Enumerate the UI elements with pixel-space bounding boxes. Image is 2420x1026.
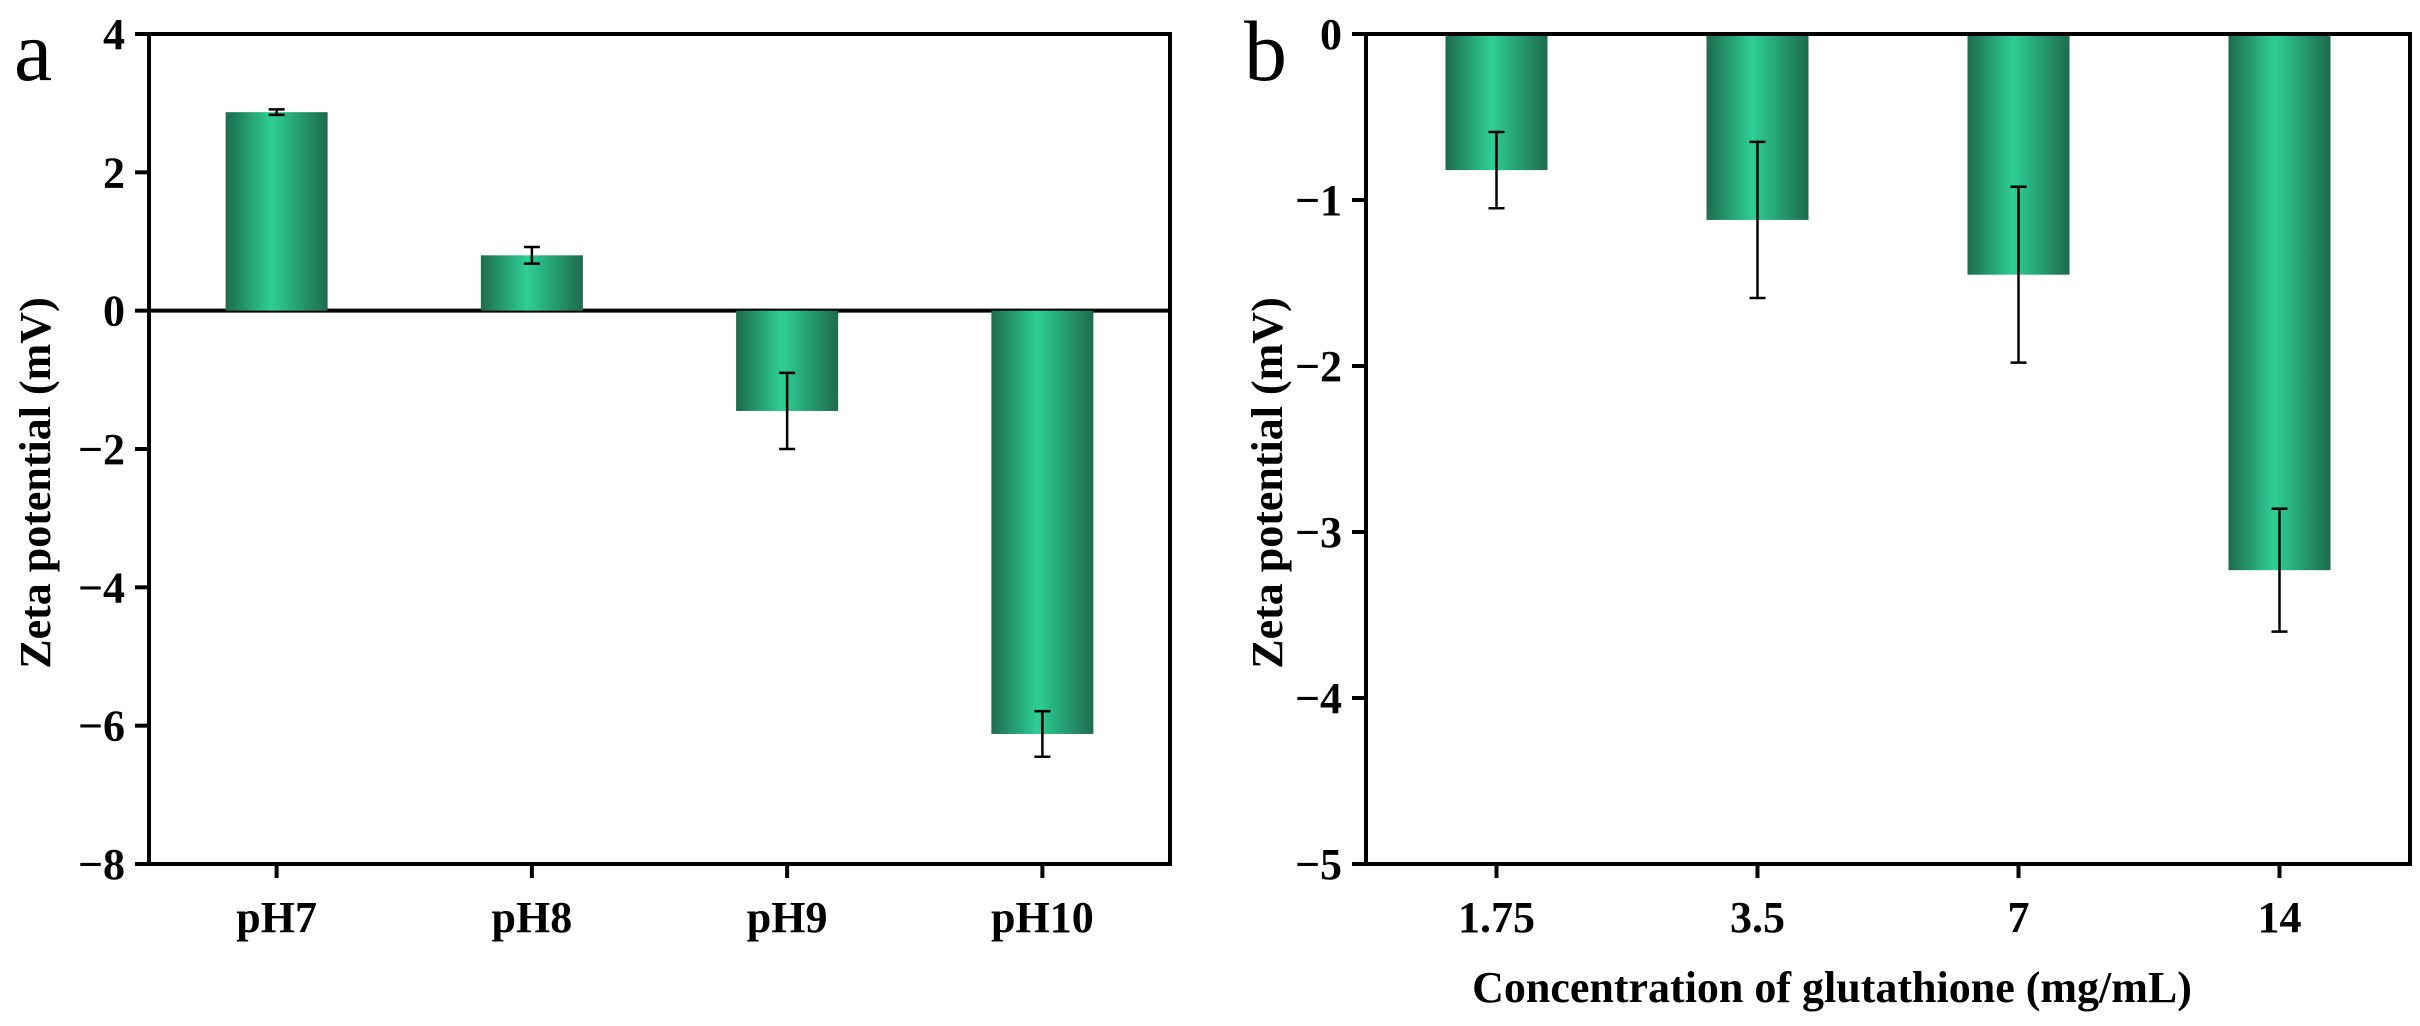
panel-a-y-tick-label: −2 — [78, 425, 125, 474]
panel-a-x-tick-label: pH9 — [747, 893, 828, 942]
panel-b-y-tick-label: 0 — [1320, 10, 1342, 59]
panel-b-y-tick-label: −5 — [1295, 840, 1342, 889]
panel-a-y-tick-label: −8 — [78, 840, 125, 889]
panel-a-x-tick-label: pH10 — [991, 893, 1094, 942]
panel-b-frame — [1364, 32, 2412, 866]
panel-b-x-tick-label: 14 — [2258, 893, 2302, 942]
panel-b-error-bar — [1488, 130, 1505, 210]
panel-b-error-bar — [1749, 140, 1766, 300]
panel-b-error-bar — [2271, 507, 2288, 633]
panel-b-y-tick-label: −3 — [1295, 508, 1342, 557]
panel-b-label: b — [1244, 3, 1287, 99]
panel-a-x-tick-label: pH7 — [236, 893, 317, 942]
panel-a-y-tick-label: 4 — [103, 10, 125, 59]
panel-a-x-tick-label: pH8 — [492, 893, 573, 942]
panel-b-bar — [2228, 34, 2331, 571]
panel-b-x-tick-label: 7 — [2008, 893, 2030, 942]
panel-a-y-axis-title: Zeta potential (mV) — [11, 297, 60, 669]
panel-b-marks: 0 −1 −2 −3 −4 −5 1.75 3.5 7 14 — [1295, 10, 2331, 942]
panel-b-y-tick-label: −2 — [1295, 342, 1342, 391]
panel-b-y-tick-label: −1 — [1295, 176, 1342, 225]
panel-b-y-axis-title: Zeta potential (mV) — [1243, 297, 1292, 669]
panel-a-frame — [147, 32, 1172, 866]
panel-a-error-bar — [779, 371, 796, 451]
panel-a-bar — [991, 310, 1094, 734]
panel-b-x-axis-title: Concentration of glutathione (mg/mL) — [1472, 963, 2192, 1012]
panel-a-label: a — [14, 3, 52, 99]
panel-b-x-tick-label: 3.5 — [1730, 893, 1785, 942]
panel-a-y-tick-label: −6 — [78, 702, 125, 751]
panel-b-error-bar — [2010, 185, 2027, 364]
chart-panel-a: a Zeta potential (mV) 4 2 0 −2 −4 −6 −8 pH7 pH8 p… — [11, 3, 1172, 942]
panel-a-error-bar — [268, 108, 285, 117]
panel-a-error-bar — [523, 245, 540, 265]
panel-a-y-tick-label: 0 — [103, 287, 125, 336]
panel-a-y-tick-label: 2 — [103, 148, 125, 197]
panel-a-bar — [225, 112, 328, 311]
panel-b-x-tick-label: 1.75 — [1458, 893, 1535, 942]
panel-a-error-bar — [1034, 709, 1051, 759]
panel-b-y-tick-label: −4 — [1295, 674, 1342, 723]
chart-panel-b: b Zeta potential (mV) Concentration of g… — [1243, 3, 2412, 1012]
panel-a-marks: 4 2 0 −2 −4 −6 −8 pH7 pH8 pH9 pH10 — [78, 10, 1170, 942]
panel-a-y-tick-label: −4 — [78, 563, 125, 612]
